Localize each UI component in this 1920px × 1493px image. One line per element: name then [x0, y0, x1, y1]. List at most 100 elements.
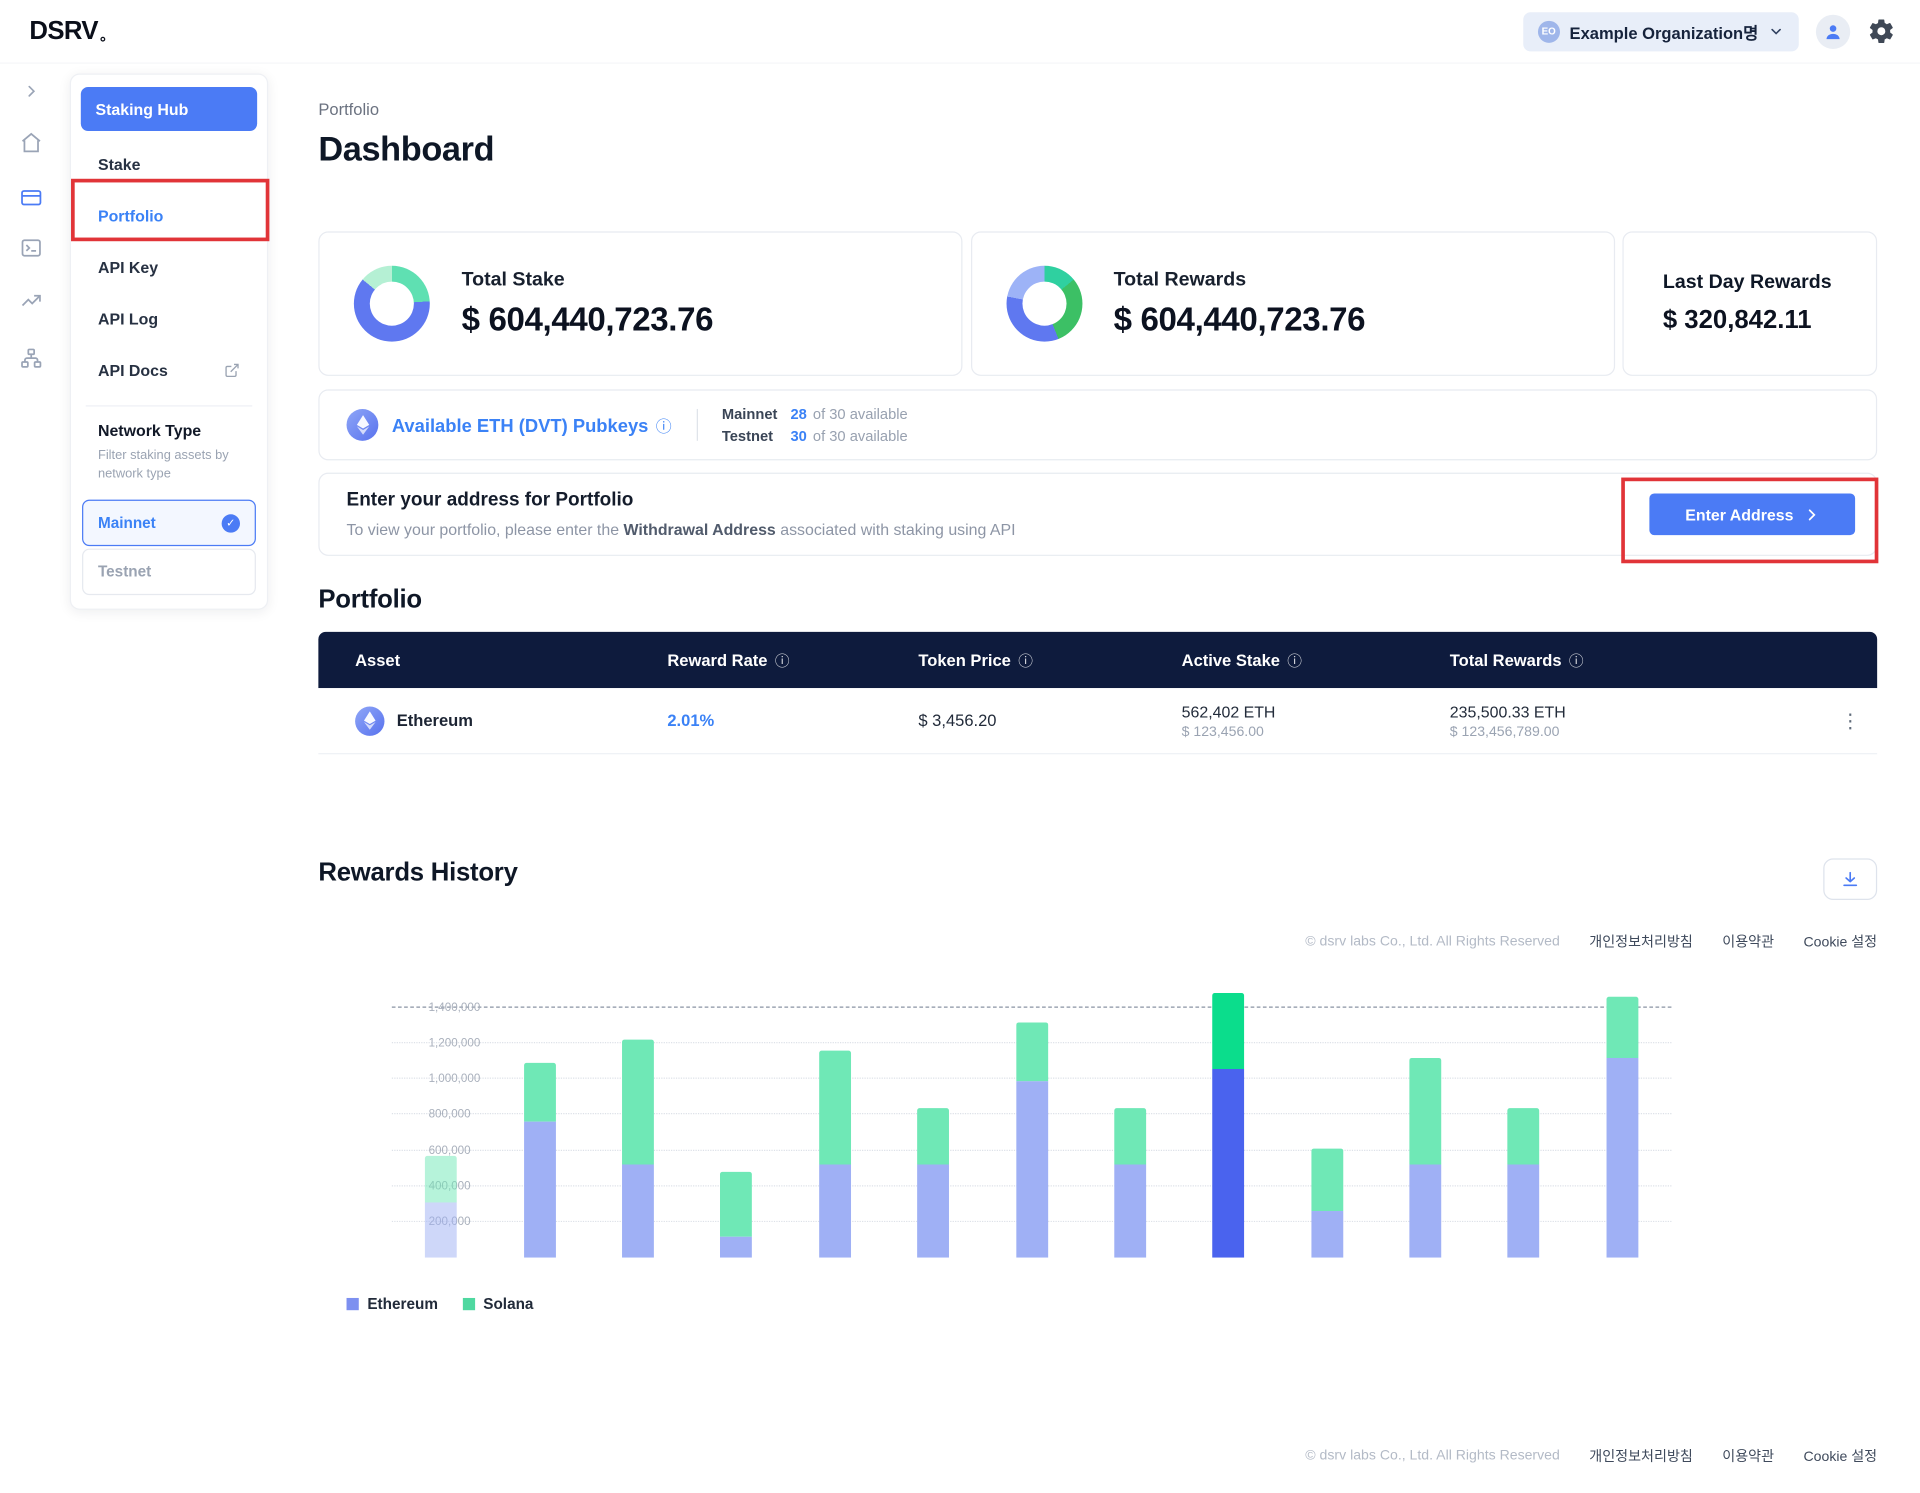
stacked-bar-9[interactable]	[1212, 993, 1245, 1258]
address-prompt-title: Enter your address for Portfolio	[346, 489, 634, 511]
network-option-mainnet[interactable]: Mainnet ✓	[82, 500, 256, 547]
home-icon[interactable]	[19, 131, 42, 154]
sitemap-icon[interactable]	[19, 347, 42, 370]
staking-hub-button[interactable]: Staking Hub	[80, 86, 258, 132]
footer-link[interactable]: Cookie 설정	[1803, 935, 1878, 951]
enter-address-button[interactable]: Enter Address	[1649, 493, 1856, 536]
total-rewards-label: Total Rewards	[1113, 268, 1247, 290]
bar-slot	[982, 972, 1080, 1258]
chevron-down-icon	[1768, 23, 1784, 39]
bar-segment-ethereum	[523, 1121, 556, 1258]
stacked-bar-7[interactable]	[1015, 1022, 1048, 1258]
rewards-history-header: Rewards History	[318, 858, 1878, 900]
user-avatar[interactable]	[1815, 14, 1851, 49]
legend-solana: Solana	[462, 1296, 533, 1313]
table-header-row: Asset Reward Rate ⓘ Token Price ⓘ Active Stak…	[318, 631, 1878, 689]
active-stake-cell: 562,402 ETH $ 123,456.00	[1182, 702, 1450, 739]
footer-link[interactable]: 개인정보처리방침	[1589, 935, 1693, 951]
column-label: Active Stake	[1181, 650, 1280, 670]
footer-link[interactable]: 이용약관	[1722, 1449, 1775, 1465]
sidebar-item-api-log[interactable]: API Log	[81, 293, 257, 344]
org-badge: EO	[1537, 20, 1560, 43]
rewards-history-title: Rewards History	[318, 858, 518, 887]
download-button[interactable]	[1823, 858, 1878, 900]
asset-name: Ethereum	[396, 711, 473, 730]
pubkeys-suffix: of 30 available	[812, 405, 908, 423]
address-prompt-bar: Enter your address for Portfolio To view…	[318, 472, 1878, 556]
footer-link[interactable]: Cookie 설정	[1803, 1449, 1878, 1465]
footer-link[interactable]: 개인정보처리방침	[1589, 1449, 1693, 1465]
bar-slot	[1475, 972, 1573, 1258]
staking-wallet-icon[interactable]	[19, 186, 42, 209]
settings-gear-icon[interactable]	[1867, 17, 1895, 45]
top-bar: DSRV EO Example Organization명	[0, 0, 1920, 64]
sidebar-item-portfolio[interactable]: Portfolio	[81, 190, 257, 241]
terminal-icon[interactable]	[19, 236, 42, 259]
pubkeys-bar: Available ETH (DVT) Pubkeys ⓘ Mainnet 28 of…	[318, 389, 1878, 461]
bar-segment-ethereum	[1212, 1068, 1245, 1258]
enter-address-label: Enter Address	[1685, 505, 1794, 524]
y-axis-label: 1,400,000	[428, 1001, 481, 1015]
bar-segment-solana	[1114, 1107, 1147, 1165]
bar-segment-ethereum	[1311, 1211, 1343, 1258]
org-selector[interactable]: EO Example Organization명	[1523, 11, 1799, 51]
bar-segment-solana	[720, 1171, 753, 1237]
pubkeys-title[interactable]: Available ETH (DVT) Pubkeys ⓘ	[392, 413, 672, 437]
expand-sidebar-chevron-icon[interactable]	[23, 83, 39, 99]
stacked-bar-13[interactable]	[1606, 997, 1639, 1258]
info-icon[interactable]: ⓘ	[655, 418, 672, 437]
sidebar-item-api-key[interactable]: API Key	[81, 241, 257, 292]
legend-ethereum: Ethereum	[346, 1296, 438, 1313]
stacked-bar-3[interactable]	[622, 1039, 654, 1258]
stacked-bar-8[interactable]	[1114, 1107, 1147, 1258]
footer-link[interactable]: 이용약관	[1722, 935, 1775, 951]
network-option-label: Testnet	[97, 563, 152, 581]
network-type-subtitle: Filter staking assets by network type	[97, 448, 229, 482]
pubkeys-row-testnet: Testnet 30 of 30 available	[722, 427, 908, 444]
activity-chart-icon[interactable]	[19, 289, 42, 312]
total-rewards-donut-chart	[1005, 265, 1082, 342]
stacked-bar-6[interactable]	[917, 1107, 950, 1258]
network-type-title: Network Type	[97, 421, 202, 440]
bar-segment-ethereum	[425, 1202, 457, 1258]
info-icon[interactable]: ⓘ	[1018, 652, 1033, 670]
sidebar-item-stake[interactable]: Stake	[81, 138, 257, 189]
rewards-history-chart: 200,000400,000600,000800,0001,000,0001,2…	[318, 972, 1877, 1330]
logo-dot	[100, 36, 106, 42]
network-option-testnet[interactable]: Testnet	[82, 549, 256, 596]
sidebar-item-api-docs[interactable]: API Docs	[81, 344, 257, 395]
bar-slot	[1081, 972, 1179, 1258]
info-icon[interactable]: ⓘ	[1287, 652, 1303, 670]
copyright-text: © dsrv labs Co., Ltd. All Rights Reserve…	[1305, 934, 1560, 949]
stacked-bar-11[interactable]	[1409, 1057, 1442, 1258]
bar-segment-solana	[523, 1063, 556, 1122]
bar-segment-ethereum	[720, 1236, 753, 1258]
pubkeys-network: Mainnet	[721, 405, 778, 423]
breadcrumb: Portfolio	[318, 100, 380, 119]
org-name: Example Organization명	[1569, 23, 1759, 43]
info-icon[interactable]: ⓘ	[1568, 652, 1584, 670]
column-header-active-stake: Active Stake ⓘ	[1182, 650, 1450, 671]
stacked-bar-2[interactable]	[523, 1063, 556, 1258]
sidebar-items: Stake Portfolio API Key API Log API Docs	[81, 138, 257, 395]
info-icon[interactable]: ⓘ	[774, 652, 790, 670]
ethereum-icon	[346, 408, 379, 441]
logo: DSRV	[29, 17, 106, 46]
stacked-bar-12[interactable]	[1507, 1107, 1540, 1258]
bar-slot	[786, 972, 884, 1258]
stacked-bar-1[interactable]	[425, 1155, 457, 1258]
pubkeys-count: 30	[790, 427, 807, 445]
stacked-bar-10[interactable]	[1311, 1148, 1343, 1258]
sidebar: Staking Hub Stake Portfolio API Key API Log…	[69, 73, 269, 610]
sidebar-divider	[85, 405, 253, 407]
stacked-bar-4[interactable]	[720, 1171, 753, 1258]
last-day-rewards-value: $ 320,842.11	[1662, 306, 1812, 335]
row-menu-kebab-icon[interactable]: ⋮	[1840, 708, 1860, 733]
footer-top: © dsrv labs Co., Ltd. All Rights Reserve…	[318, 932, 1877, 952]
download-icon	[1840, 869, 1860, 889]
column-header-reward-rate: Reward Rate ⓘ	[667, 650, 918, 671]
chart-bars	[392, 972, 1672, 1258]
bar-segment-ethereum	[1606, 1057, 1639, 1258]
stacked-bar-5[interactable]	[818, 1050, 851, 1258]
